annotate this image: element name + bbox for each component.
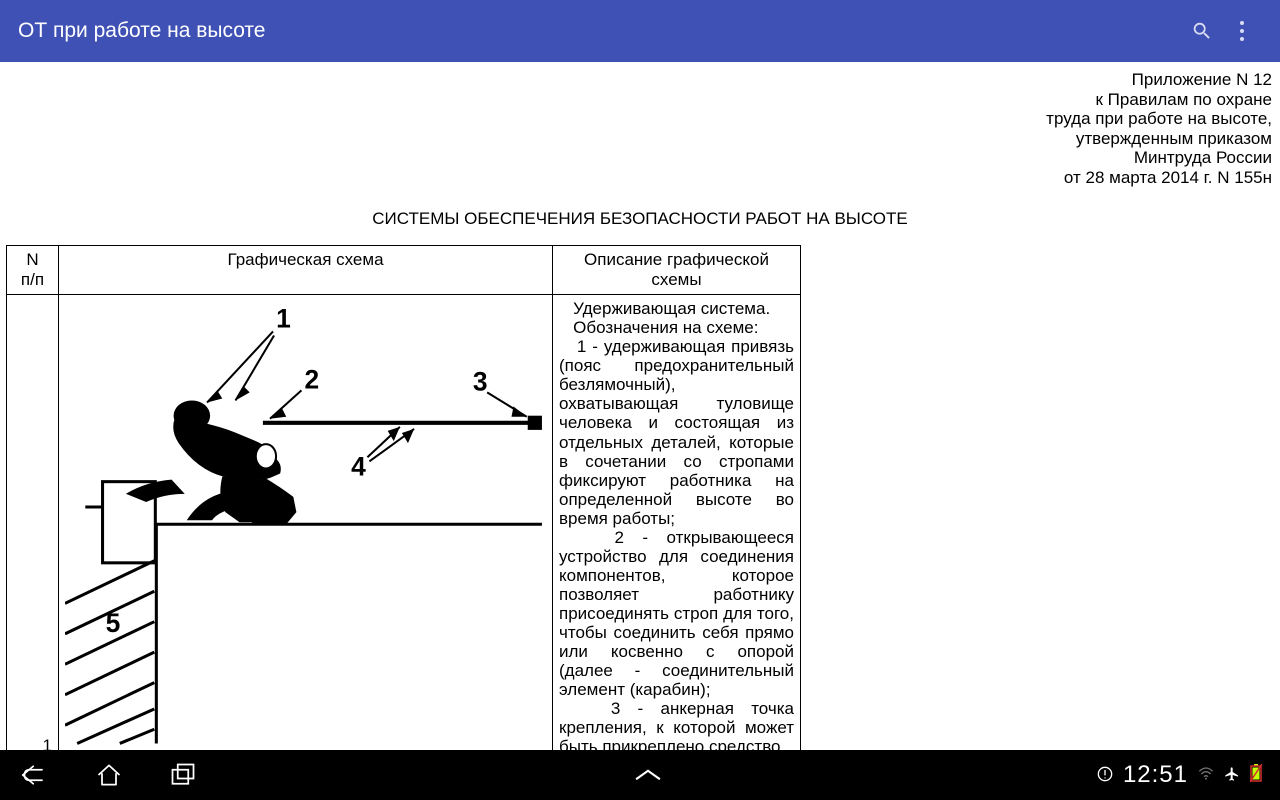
meta-line: от 28 марта 2014 г. N 155н (6, 168, 1272, 188)
col-header-desc: Описание графической схемы (553, 246, 801, 295)
svg-text:5: 5 (106, 608, 121, 638)
meta-line: Приложение N 12 (6, 70, 1272, 90)
overflow-menu-icon[interactable] (1222, 11, 1262, 51)
expand-up-icon[interactable] (631, 758, 665, 792)
col-header-diagram: Графическая схема (59, 246, 553, 295)
svg-text:4: 4 (351, 452, 366, 482)
wifi-icon (1198, 761, 1214, 789)
col-header-num: N п/п (7, 246, 59, 295)
svg-text:2: 2 (304, 365, 319, 395)
meta-line: Минтруда России (6, 148, 1272, 168)
meta-line: утвержденным приказом (6, 129, 1272, 149)
recents-button[interactable] (166, 758, 200, 792)
description-cell: Удерживающая система. Обозначения на схе… (553, 295, 801, 750)
clock: 12:51 (1123, 761, 1188, 789)
no-sim-icon (1097, 761, 1113, 789)
navigation-bar: 12:51 (0, 750, 1280, 800)
description-text: Удерживающая система. Обозначения на схе… (559, 299, 794, 750)
app-title: ОТ при работе на высоте (18, 19, 1182, 43)
document-content: Приложение N 12 к Правилам по охране тру… (0, 62, 1280, 750)
meta-line: труда при работе на высоте, (6, 109, 1272, 129)
row-number: 1 (7, 295, 59, 750)
safety-systems-table: N п/п Графическая схема Описание графиче… (6, 245, 801, 750)
restraint-system-diagram: 1 2 3 (65, 299, 546, 745)
battery-icon (1250, 761, 1262, 789)
home-button[interactable] (92, 758, 126, 792)
meta-line: к Правилам по охране (6, 90, 1272, 110)
status-area: 12:51 (1097, 761, 1262, 789)
svg-text:1: 1 (276, 304, 291, 334)
svg-text:3: 3 (473, 367, 488, 397)
document-meta: Приложение N 12 к Правилам по охране тру… (6, 70, 1274, 199)
app-bar: ОТ при работе на высоте (0, 0, 1280, 62)
document-title: СИСТЕМЫ ОБЕСПЕЧЕНИЯ БЕЗОПАСНОСТИ РАБОТ Н… (6, 199, 1274, 245)
airplane-mode-icon (1224, 761, 1240, 789)
diagram-cell: 1 2 3 (59, 295, 553, 750)
table-row: 1 (7, 295, 801, 750)
search-icon[interactable] (1182, 11, 1222, 51)
back-button[interactable] (18, 758, 52, 792)
